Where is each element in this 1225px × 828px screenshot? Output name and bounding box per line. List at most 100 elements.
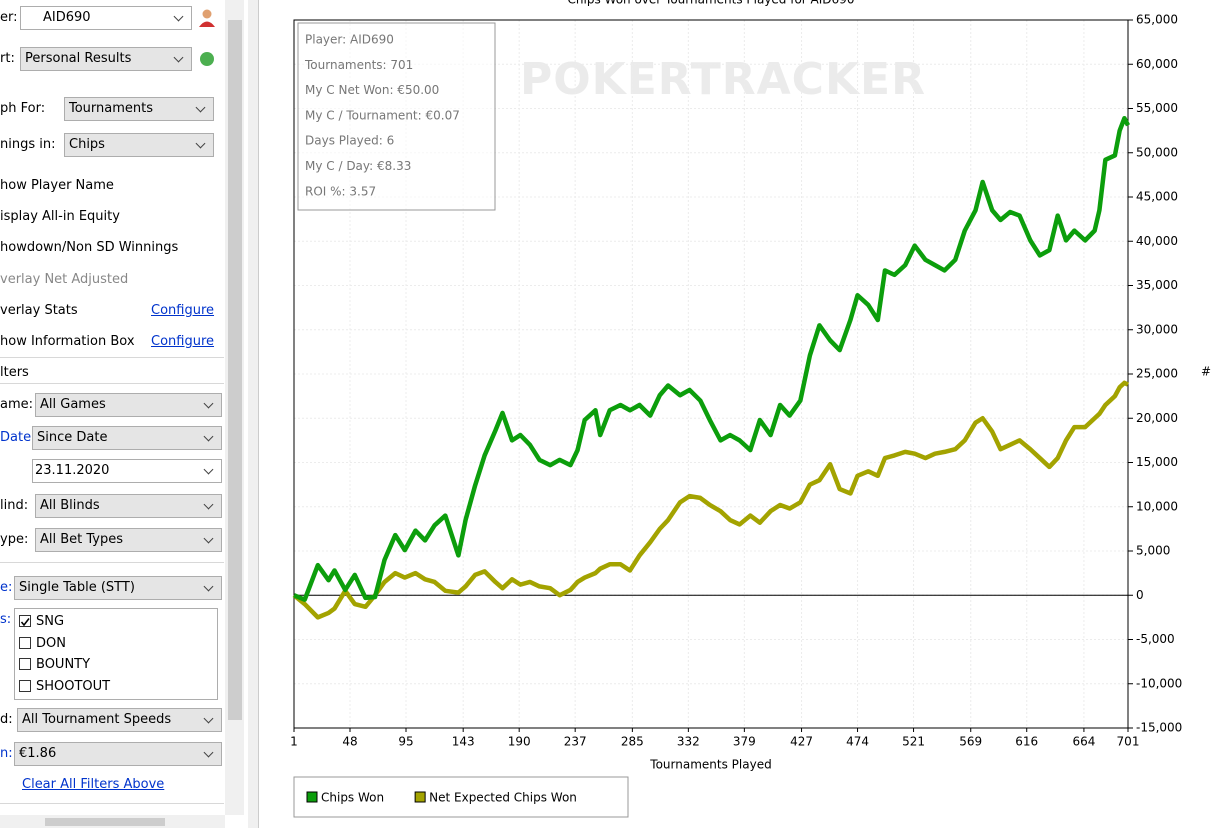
format-label: DON <box>36 635 66 651</box>
legend-label: Chips Won <box>321 791 384 805</box>
buyin-select[interactable]: €1.86 <box>14 742 222 766</box>
label: s: <box>0 612 12 627</box>
table-type-select[interactable]: Single Table (STT) <box>14 576 222 600</box>
player-icon[interactable] <box>198 8 216 28</box>
date-input[interactable]: 23.11.2020 <box>32 459 222 483</box>
y-tick-label: 40,000 <box>1136 234 1178 248</box>
label: er: <box>0 10 18 25</box>
y-tick-label: 5,000 <box>1136 544 1170 558</box>
value: All Bet Types <box>40 532 124 547</box>
x-tick-label: 569 <box>959 735 982 749</box>
y-tick-label: 35,000 <box>1136 278 1178 292</box>
x-tick-label: 521 <box>902 735 925 749</box>
x-tick-label: 379 <box>733 735 756 749</box>
legend <box>293 776 629 818</box>
option[interactable]: howdown/Non SD Winnings <box>0 240 179 255</box>
value: All Tournament Speeds <box>22 712 172 727</box>
date-select[interactable]: Since Date <box>32 426 222 450</box>
label: ype: <box>0 532 29 547</box>
graph-for-select[interactable]: Tournaments <box>64 97 214 121</box>
value: €1.86 <box>19 746 57 761</box>
y-tick-label: 20,000 <box>1136 411 1178 425</box>
y-tick-label: -5,000 <box>1136 632 1175 646</box>
bet-type-select[interactable]: All Bet Types <box>35 528 222 552</box>
splitter[interactable] <box>248 0 259 828</box>
label: lind: <box>0 498 29 513</box>
checkbox[interactable] <box>19 679 31 692</box>
report-select[interactable]: Personal Results <box>20 47 192 71</box>
info-line: Tournaments: 701 <box>304 58 413 72</box>
label: ame: <box>0 397 34 412</box>
watermark: POKERTRACKER <box>520 54 926 105</box>
label: rt: <box>0 51 15 66</box>
option[interactable]: how Player Name <box>0 178 114 193</box>
series-line <box>293 115 1131 602</box>
format-label: SNG <box>36 614 65 629</box>
y-tick-label: 0 <box>1136 588 1144 602</box>
value: Tournaments <box>69 101 154 116</box>
y-tick-label: -15,000 <box>1136 721 1182 735</box>
clear-filters-link[interactable]: Clear All Filters Above <box>22 777 165 792</box>
x-tick-label: 95 <box>398 735 413 749</box>
x-tick-label: 48 <box>342 735 357 749</box>
x-tick-label: 190 <box>508 735 531 749</box>
value: All Games <box>40 397 106 412</box>
x-tick-label: 1 <box>290 735 298 749</box>
chart: Chips Won over Tournaments Played for AI… <box>290 0 1211 818</box>
scroll-thumb[interactable] <box>45 818 165 826</box>
y-tick-label: -10,000 <box>1136 676 1182 690</box>
x-tick-label: 664 <box>1072 735 1095 749</box>
format-list: SNG DON BOUNTY SHOOTOUT <box>14 608 218 700</box>
checkbox[interactable] <box>19 615 31 627</box>
x-tick-label: 474 <box>846 735 869 749</box>
info-line: ROI %: 3.57 <box>305 184 376 198</box>
legend-swatch <box>306 791 318 803</box>
label: Date: <box>0 430 36 445</box>
status-icon <box>200 52 214 66</box>
x-tick-label: 237 <box>564 735 587 749</box>
x-tick-label: 427 <box>790 735 813 749</box>
y-tick-label: 25,000 <box>1136 367 1178 381</box>
value: 23.11.2020 <box>35 463 110 478</box>
legend-label: Net Expected Chips Won <box>429 791 577 805</box>
y-tick-label: 60,000 <box>1136 57 1178 71</box>
configure-link[interactable]: Configure <box>151 334 215 349</box>
option[interactable]: how Information Box <box>0 334 135 349</box>
format-label: BOUNTY <box>36 657 91 672</box>
info-line: Days Played: 6 <box>305 134 394 148</box>
y-tick-label: 65,000 <box>1136 13 1178 27</box>
scroll-thumb[interactable] <box>228 20 242 720</box>
value: Single Table (STT) <box>19 580 135 595</box>
winnings-select[interactable]: Chips <box>64 133 214 157</box>
format-label: SHOOTOUT <box>36 678 111 694</box>
section-heading: lters <box>0 365 29 380</box>
checkbox[interactable] <box>19 636 31 649</box>
x-tick-label: 701 <box>1117 735 1140 749</box>
option: verlay Net Adjusted <box>0 272 129 287</box>
option[interactable]: isplay All-in Equity <box>0 209 120 224</box>
x-tick-label: 143 <box>452 735 475 749</box>
option[interactable]: verlay Stats <box>0 303 78 318</box>
separator <box>0 357 224 358</box>
info-box <box>297 22 496 211</box>
x-tick-label: 332 <box>677 735 700 749</box>
info-line: My C Net Won: €50.00 <box>305 83 439 97</box>
configure-link[interactable]: Configure <box>151 303 215 318</box>
separator <box>0 803 224 804</box>
game-select[interactable]: All Games <box>35 393 222 417</box>
value: Since Date <box>37 430 108 445</box>
checkbox[interactable] <box>19 658 31 670</box>
value: All Blinds <box>40 498 100 513</box>
info-line: My C / Tournament: €0.07 <box>305 108 460 122</box>
blind-select[interactable]: All Blinds <box>35 494 222 518</box>
value: AID690 <box>43 10 91 25</box>
label: ph For: <box>0 101 46 116</box>
y-tick-label: 15,000 <box>1136 455 1178 469</box>
info-line: Player: AID690 <box>305 33 394 47</box>
x-tick-label: 285 <box>621 735 644 749</box>
y-tick-label: 10,000 <box>1136 499 1178 513</box>
speed-select[interactable]: All Tournament Speeds <box>17 708 222 732</box>
y-tick-label: 45,000 <box>1136 190 1178 204</box>
player-select[interactable]: AID690 <box>20 6 192 30</box>
value: Chips <box>69 137 105 152</box>
